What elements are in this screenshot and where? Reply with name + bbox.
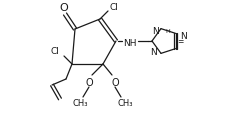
Text: CH₃: CH₃ <box>72 99 88 108</box>
Text: =: = <box>177 37 184 46</box>
Text: Cl: Cl <box>110 3 119 12</box>
Text: O: O <box>60 3 68 13</box>
Text: O: O <box>111 77 119 87</box>
Text: N: N <box>150 47 157 56</box>
Text: Cl: Cl <box>51 46 60 55</box>
Text: H: H <box>165 29 170 34</box>
Text: N: N <box>152 27 159 36</box>
Text: NH: NH <box>123 38 137 47</box>
Text: CH₃: CH₃ <box>117 99 133 108</box>
Text: N: N <box>181 32 187 40</box>
Text: O: O <box>85 77 93 87</box>
